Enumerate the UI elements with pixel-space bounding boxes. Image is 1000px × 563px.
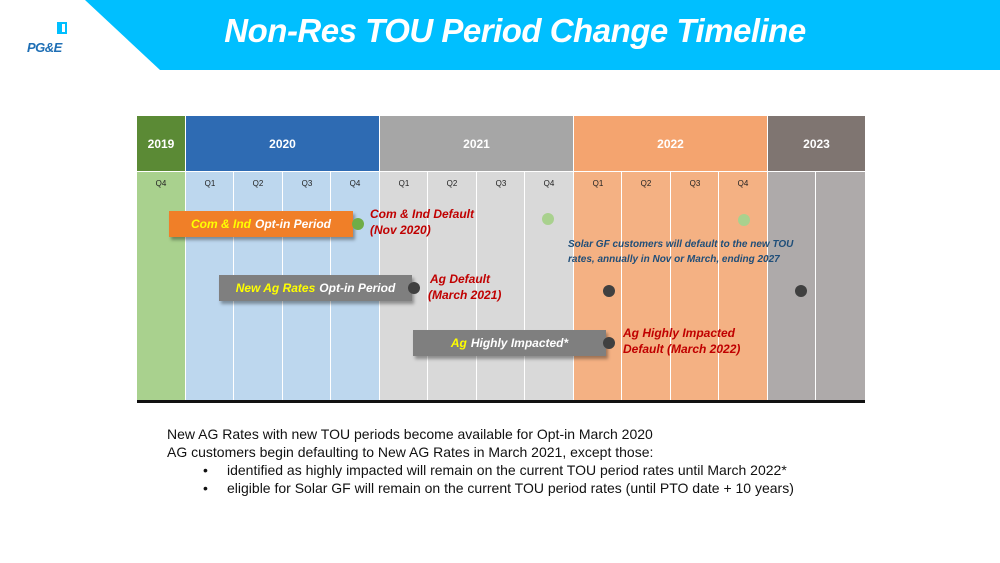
ag-default-marker	[408, 282, 420, 294]
header-banner: PG&E Non-Res TOU Period Change Timeline	[0, 0, 1000, 70]
col-divider	[670, 172, 671, 400]
page-title: Non-Res TOU Period Change Timeline	[224, 12, 806, 49]
col-divider	[427, 172, 428, 400]
col-divider	[476, 172, 477, 400]
col-divider	[767, 172, 768, 400]
quarter-col: Q3	[477, 172, 525, 400]
year-cell-2023: 2023	[768, 116, 865, 171]
ag-default-label: Ag Default (March 2021)	[428, 272, 502, 302]
col-divider	[621, 172, 622, 400]
pge-logo: PG&E	[27, 22, 71, 60]
quarter-col: Q2	[622, 172, 670, 400]
solar-default-marker	[603, 285, 615, 297]
com-ind-optin-bar: Com & Ind Opt-in Period	[169, 211, 353, 237]
col-divider	[524, 172, 525, 400]
new-ag-optin-bar: New Ag Rates Opt-in Period	[219, 275, 412, 301]
timeline-baseline	[137, 400, 865, 403]
note-line: New AG Rates with new TOU periods become…	[167, 426, 653, 442]
col-divider	[718, 172, 719, 400]
quarter-col: Q4	[137, 172, 185, 400]
banner-shape	[85, 0, 1000, 70]
bullet-item: • identified as highly impacted will rem…	[203, 462, 787, 478]
bullet-icon: •	[203, 480, 208, 496]
year-cell-2019: 2019	[137, 116, 185, 171]
solar-gf-note: Solar GF customers will default to the n…	[568, 239, 794, 265]
note-line: AG customers begin defaulting to New AG …	[167, 444, 654, 460]
year-cell-2021: 2021	[380, 116, 573, 171]
bullet-icon: •	[203, 462, 208, 478]
quarter-col: Q2	[428, 172, 476, 400]
quarter-col	[816, 172, 865, 400]
notes-block: New AG Rates with new TOU periods become…	[167, 425, 794, 497]
col-divider	[573, 172, 574, 400]
solar-default-marker	[738, 214, 750, 226]
quarter-col: Q4	[719, 172, 767, 400]
solar-default-marker	[542, 213, 554, 225]
quarter-col	[768, 172, 816, 400]
bullet-item: • eligible for Solar GF will remain on t…	[203, 480, 794, 496]
logo-text: PG&E	[27, 40, 62, 55]
com-ind-default-label: Com & Ind Default (Nov 2020)	[370, 207, 474, 237]
ag-highly-impacted-marker	[603, 337, 615, 349]
ag-highly-impacted-bar: Ag Highly Impacted*	[413, 330, 606, 356]
quarter-col: Q3	[671, 172, 719, 400]
year-cell-2022: 2022	[574, 116, 767, 171]
quarter-col: Q1	[574, 172, 622, 400]
com-ind-default-marker	[352, 218, 364, 230]
year-cell-2020: 2020	[186, 116, 379, 171]
quarter-col: Q4	[525, 172, 573, 400]
logo-shield-icon	[57, 22, 67, 34]
solar-default-marker	[795, 285, 807, 297]
header-divider	[137, 171, 865, 172]
col-divider	[815, 172, 816, 400]
col-divider	[185, 172, 186, 400]
ag-highly-impacted-label: Ag Highly Impacted Default (March 2022)	[623, 326, 741, 356]
